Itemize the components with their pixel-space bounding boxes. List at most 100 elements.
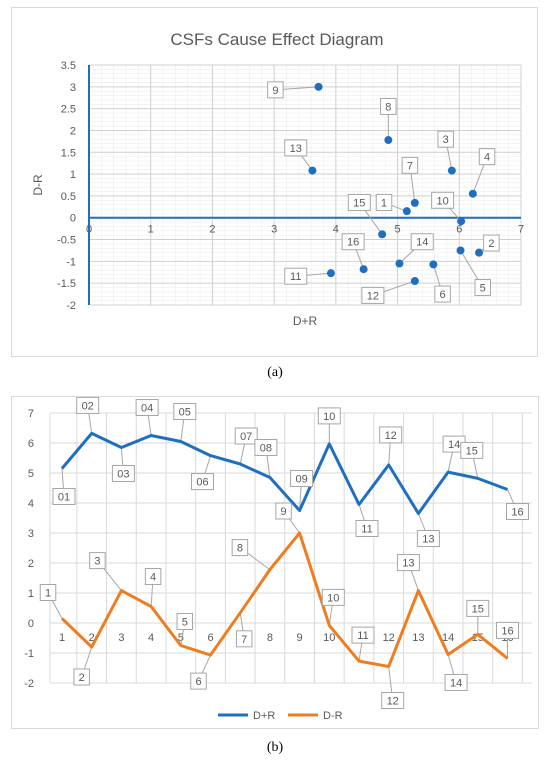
x-tick-label: 3 bbox=[118, 632, 124, 644]
data-point bbox=[308, 166, 317, 175]
data-point bbox=[447, 166, 456, 175]
data-label-text: 13 bbox=[402, 558, 414, 570]
data-label-box bbox=[321, 588, 345, 606]
series-line-D+R bbox=[60, 431, 509, 515]
data-label-text: 11 bbox=[357, 630, 368, 642]
x-tick-label: 1 bbox=[148, 224, 154, 236]
y-tick-label: 2.5 bbox=[61, 104, 76, 116]
data-label-box bbox=[478, 148, 496, 166]
data-label-box bbox=[341, 233, 365, 251]
data-label-text: 7 bbox=[407, 160, 413, 172]
data-label-box bbox=[416, 530, 440, 547]
data-label-text: 02 bbox=[82, 400, 94, 412]
data-label-text: 8 bbox=[385, 101, 391, 113]
y-tick-label: 3 bbox=[70, 82, 76, 94]
data-point bbox=[326, 269, 335, 278]
data-point bbox=[410, 277, 419, 285]
data-label-text: 5 bbox=[182, 617, 188, 629]
data-label-box bbox=[317, 407, 341, 425]
series-line-D-R bbox=[60, 531, 509, 668]
data-label-text: 07 bbox=[240, 431, 252, 443]
data-point bbox=[402, 207, 411, 216]
data-label-text: 09 bbox=[295, 474, 307, 486]
data-label-text: 14 bbox=[416, 237, 428, 249]
data-label-box bbox=[254, 439, 278, 456]
data-label-text: 4 bbox=[150, 572, 156, 584]
data-label-box bbox=[39, 584, 57, 601]
data-label-box bbox=[375, 193, 393, 211]
x-tick-label: 6 bbox=[207, 632, 213, 644]
data-label-box bbox=[379, 426, 403, 444]
y-tick-label: 3 bbox=[28, 528, 34, 540]
data-point bbox=[378, 230, 387, 239]
x-tick-label: 6 bbox=[456, 224, 462, 236]
data-label-box bbox=[466, 599, 490, 617]
caption-a: (a) bbox=[267, 365, 283, 380]
y-tick-label: 0.5 bbox=[61, 191, 76, 203]
data-label-box bbox=[234, 427, 258, 445]
data-point bbox=[457, 217, 466, 226]
data-label-box bbox=[460, 441, 484, 459]
x-tick-label: 5 bbox=[178, 632, 184, 644]
data-label-text: 10 bbox=[327, 592, 339, 604]
x-tick-label: 2 bbox=[209, 224, 215, 236]
data-point bbox=[410, 198, 419, 207]
y-tick-label: 1 bbox=[70, 169, 76, 181]
chart-b-svg: -2-1012345671234567891011121314151601020… bbox=[24, 396, 532, 722]
data-point bbox=[456, 246, 465, 255]
x-tick-label: 5 bbox=[395, 224, 401, 236]
y-tick-label: 1.5 bbox=[61, 147, 76, 159]
data-label-box bbox=[437, 130, 454, 148]
data-label-text: 16 bbox=[501, 625, 513, 637]
data-label-text: 08 bbox=[260, 443, 272, 455]
chart-a-panel: 01234567-2-1.5-1-0.500.511.522.533.5CSFs… bbox=[11, 7, 538, 357]
data-label-box bbox=[380, 97, 397, 115]
data-label-text: 11 bbox=[361, 524, 372, 536]
chart-a-svg: 01234567-2-1.5-1-0.500.511.522.533.5CSFs… bbox=[31, 30, 524, 328]
data-label-text: 16 bbox=[347, 237, 359, 249]
x-tick-label: 9 bbox=[297, 632, 303, 644]
y-tick-label: 5 bbox=[28, 468, 34, 480]
data-label-box bbox=[474, 279, 491, 297]
x-tick-label: 4 bbox=[148, 632, 154, 644]
data-label-box bbox=[191, 473, 214, 491]
data-label-box bbox=[355, 520, 379, 537]
data-point bbox=[384, 136, 393, 145]
data-point bbox=[429, 260, 438, 269]
data-label-text: 12 bbox=[387, 696, 399, 708]
data-label-box bbox=[267, 81, 284, 99]
data-label-text: 12 bbox=[367, 290, 379, 302]
data-label-box bbox=[235, 630, 253, 648]
data-label-text: 6 bbox=[440, 289, 446, 301]
data-label-text: 14 bbox=[450, 678, 462, 690]
data-label-box bbox=[176, 613, 194, 630]
data-label-text: 9 bbox=[281, 506, 287, 518]
data-label-text: 2 bbox=[79, 672, 85, 684]
y-tick-label: 7 bbox=[28, 408, 34, 420]
data-label-box bbox=[434, 285, 451, 303]
y-tick-label: -1 bbox=[66, 256, 76, 268]
data-label-box bbox=[190, 672, 207, 690]
y-tick-label: 1 bbox=[28, 588, 34, 600]
data-label-text: 13 bbox=[422, 534, 434, 546]
x-tick-label: 4 bbox=[333, 224, 339, 236]
data-label-text: 06 bbox=[196, 477, 208, 489]
y-tick-label: 4 bbox=[28, 498, 34, 510]
data-label-box bbox=[401, 156, 419, 174]
data-label-text: 7 bbox=[241, 634, 247, 646]
y-tick-label: 0 bbox=[70, 213, 76, 225]
data-label-box bbox=[361, 286, 385, 304]
data-label-text: 11 bbox=[290, 271, 301, 283]
data-label-box bbox=[351, 626, 375, 644]
data-label-text: 15 bbox=[466, 445, 478, 457]
data-label-box bbox=[284, 267, 308, 285]
x-tick-label: 8 bbox=[267, 632, 273, 644]
data-label-box bbox=[381, 692, 405, 709]
data-label-text: 03 bbox=[117, 469, 129, 481]
data-label-box bbox=[496, 621, 519, 639]
data-point bbox=[475, 248, 484, 257]
data-label-text: 16 bbox=[511, 507, 523, 519]
data-label-text: 05 bbox=[179, 407, 191, 419]
data-label-text: 3 bbox=[443, 134, 449, 146]
y-tick-label: 2 bbox=[70, 125, 76, 137]
